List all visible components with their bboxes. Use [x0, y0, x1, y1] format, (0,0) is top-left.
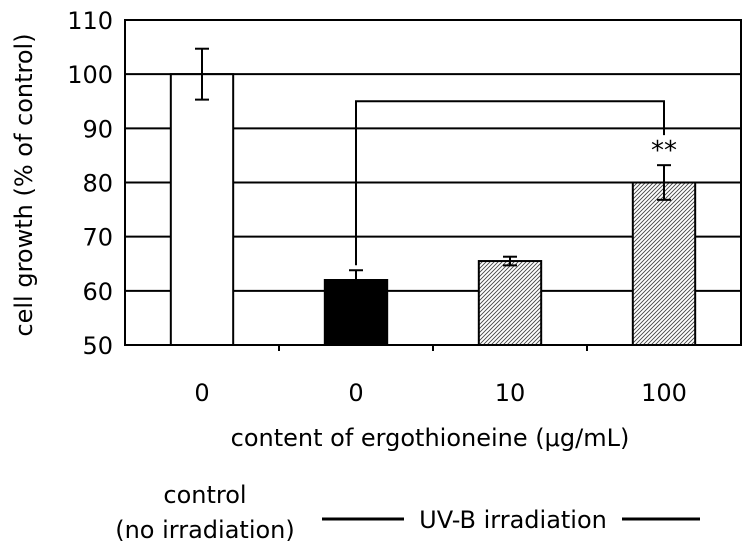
group-label-control-line2: (no irradiation) — [115, 516, 295, 544]
x-tick-label-1: 0 — [348, 379, 363, 407]
bar-0 — [169, 73, 235, 347]
y-tick-label-60: 60 — [82, 278, 113, 306]
y-tick-labels: 50 60 70 80 90 100 110 — [67, 7, 113, 360]
error-bar-1 — [349, 269, 363, 291]
x-tick-label-2: 10 — [495, 379, 526, 407]
x-tick-label-0: 0 — [194, 379, 209, 407]
y-tick-label-80: 80 — [82, 170, 113, 198]
group-label-control-line1: control — [163, 481, 246, 509]
error-bar-2 — [503, 255, 517, 267]
bars — [169, 73, 697, 347]
plot-frame — [124, 19, 742, 351]
error-bar-0 — [195, 47, 209, 101]
group-label-uvb: UV-B irradiation — [419, 506, 607, 534]
y-tick-label-110: 110 — [67, 7, 113, 35]
error-bar-3 — [657, 164, 671, 201]
y-tick-label-100: 100 — [67, 61, 113, 89]
x-axis-label: content of ergothioneine (μg/mL) — [231, 424, 630, 452]
bar-3 — [631, 181, 697, 346]
error-bars — [195, 47, 671, 291]
x-tick-labels: 0 0 10 100 — [194, 379, 687, 407]
y-tick-label-90: 90 — [82, 115, 113, 143]
bar-1 — [323, 279, 389, 346]
y-tick-label-70: 70 — [82, 224, 113, 252]
x-tick-label-3: 100 — [641, 379, 687, 407]
bar-2 — [477, 260, 543, 346]
y-tick-label-50: 50 — [82, 332, 113, 360]
significance-bracket-line — [355, 100, 665, 266]
significance-bracket: ** — [355, 100, 677, 266]
significance-label: ** — [651, 136, 677, 166]
y-axis-label: cell growth (% of control) — [10, 33, 38, 336]
